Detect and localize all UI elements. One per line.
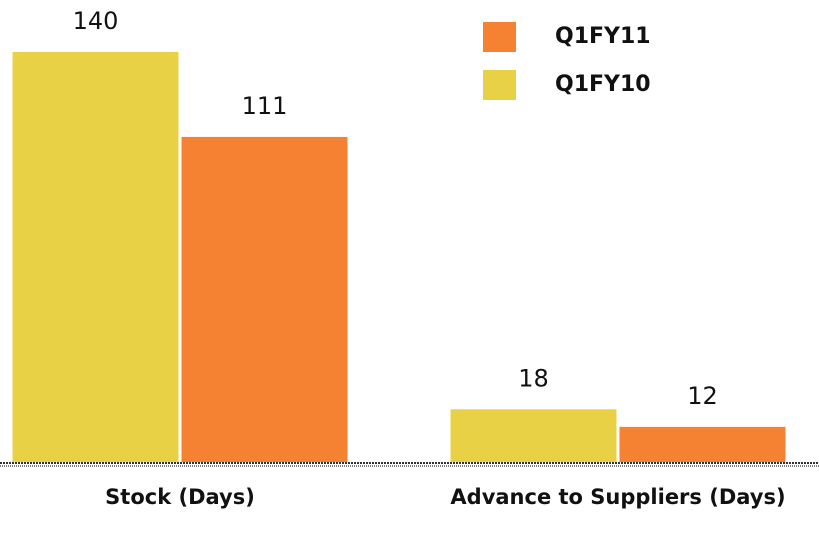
legend-label: Q1FY11 [555, 24, 651, 49]
bar [450, 409, 617, 462]
legend-label: Q1FY10 [555, 72, 651, 97]
legend-swatch [483, 22, 516, 52]
bar [12, 52, 179, 462]
x-tick-label: Advance to Suppliers (Days) [450, 485, 786, 509]
legend-swatch [483, 70, 516, 100]
bar [181, 136, 348, 462]
value-label: 111 [242, 92, 288, 120]
value-label: 140 [73, 7, 119, 35]
value-label: 12 [687, 382, 718, 410]
bar [619, 426, 786, 462]
x-tick-label: Stock (Days) [105, 485, 255, 509]
value-label: 18 [518, 364, 549, 392]
